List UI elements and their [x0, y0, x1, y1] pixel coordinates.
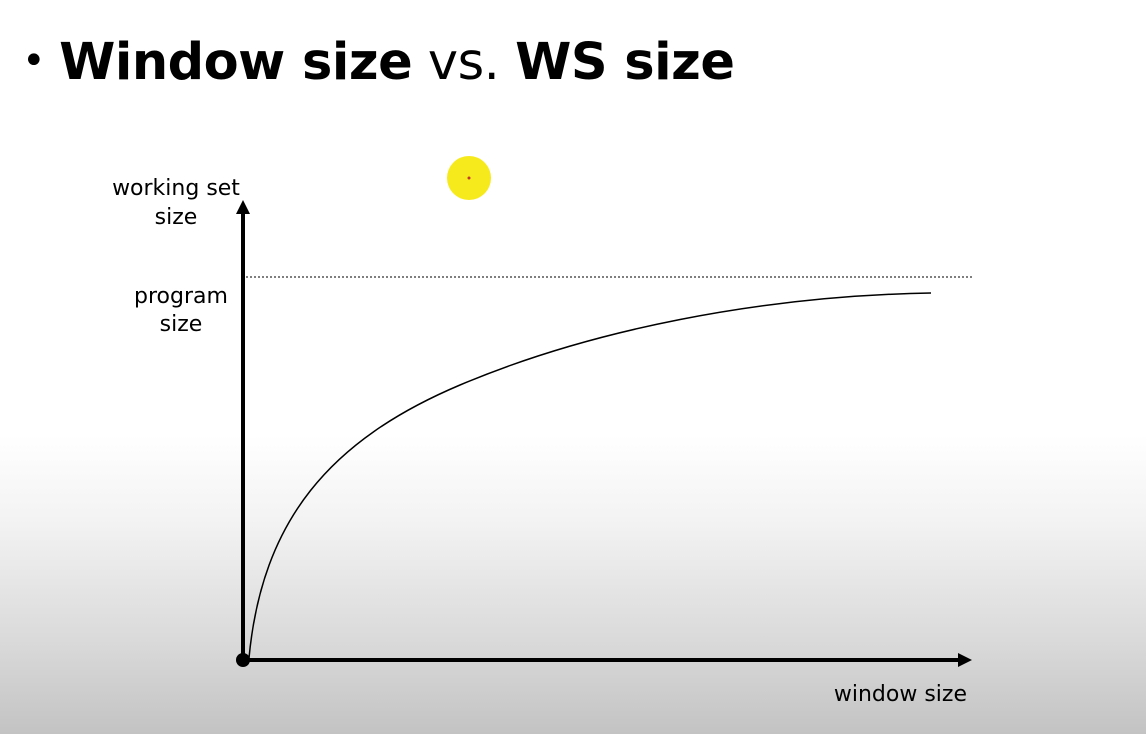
program-size-label-line2: size [160, 312, 203, 337]
working-set-curve [248, 292, 932, 659]
title-ws-size: WS size [515, 33, 735, 92]
y-axis-arrowhead [236, 200, 250, 214]
y-axis-label-line2: size [155, 205, 198, 230]
title-vs: vs. [412, 33, 516, 92]
y-axis-label-line1: working set [112, 176, 240, 201]
slide-title: • Window size vs. WS size [22, 28, 735, 101]
cursor-dot [467, 176, 471, 180]
origin-dot [236, 653, 250, 667]
x-axis-label: window size [834, 682, 967, 707]
program-size-label-line1: program [134, 284, 228, 309]
x-axis-arrowhead [958, 653, 972, 667]
title-window-size: Window size [59, 33, 413, 92]
title-bullet: • [22, 38, 46, 84]
